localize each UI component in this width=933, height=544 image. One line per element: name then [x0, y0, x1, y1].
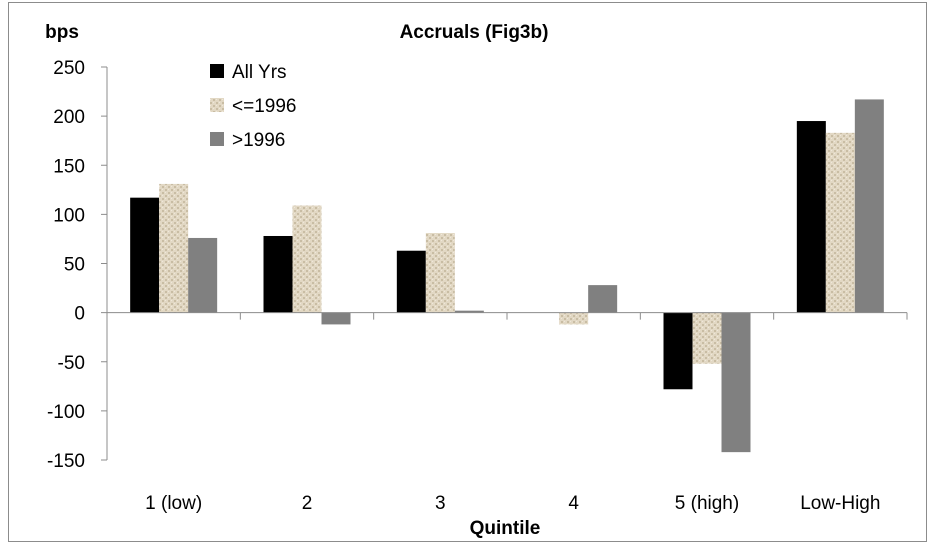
- legend-label: >1996: [232, 130, 285, 151]
- bar-1-3: [396, 250, 426, 313]
- legend: All Yrs <=1996 >1996: [210, 62, 296, 151]
- bar-3-6: [854, 99, 884, 313]
- bar-1-2: [263, 235, 293, 313]
- y-tick-label: 100: [53, 205, 85, 226]
- bar-1-6: [796, 121, 826, 313]
- x-axis-title: Quintile: [470, 518, 541, 539]
- bar-2-2: [292, 205, 322, 313]
- x-tick-label: 5 (high): [675, 493, 739, 514]
- bar-2-6: [825, 132, 855, 313]
- y-tick-label: 0: [74, 304, 85, 325]
- y-axis-title: bps: [45, 22, 79, 43]
- legend-swatch: [210, 132, 224, 146]
- y-tick-label: 50: [64, 255, 85, 276]
- y-tick-label: -50: [58, 353, 85, 374]
- axes: [106, 67, 908, 460]
- bar-2-5: [692, 312, 722, 364]
- y-tick-label: 200: [53, 107, 85, 128]
- x-tick-label: 4: [568, 493, 579, 514]
- x-tick-label: 2: [302, 493, 313, 514]
- x-tick-label: 1 (low): [145, 493, 202, 514]
- bar-3-2: [321, 312, 351, 325]
- bar-1-5: [663, 312, 693, 390]
- chart-title: Accruals (Fig3b): [400, 22, 549, 43]
- bar-2-3: [425, 233, 455, 313]
- bar-3-4: [588, 285, 618, 313]
- bar-3-1: [188, 237, 218, 313]
- legend-swatch: [210, 64, 224, 78]
- x-tick-label: Low-High: [800, 493, 880, 514]
- bar-2-4: [559, 312, 589, 325]
- x-tick-label: 3: [435, 493, 446, 514]
- bars: [130, 99, 884, 453]
- x-axis-ticks: 1 (low) 2 3 4 5 (high) Low-High: [145, 493, 880, 514]
- bar-1-1: [130, 197, 160, 313]
- bar-3-3: [454, 310, 484, 313]
- bar-2-1: [159, 183, 189, 313]
- y-axis-ticks: 250 200 150 100 50 0 -50 -100 -150: [47, 58, 107, 472]
- legend-label: All Yrs: [232, 62, 287, 83]
- legend-swatch: [210, 98, 224, 112]
- y-tick-label: -100: [47, 402, 85, 423]
- bar-3-5: [721, 312, 751, 453]
- y-tick-label: 250: [53, 58, 85, 79]
- y-tick-label: 150: [53, 156, 85, 177]
- legend-label: <=1996: [232, 96, 296, 117]
- y-tick-label: -150: [47, 451, 85, 472]
